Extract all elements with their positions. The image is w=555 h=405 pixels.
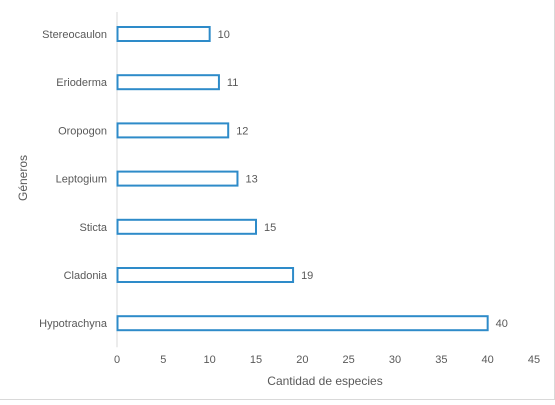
data-label: 11 — [227, 77, 238, 89]
x-tick-label: 10 — [204, 354, 216, 366]
bar-hypotrachyna — [116, 315, 489, 332]
y-axis-label: Géneros — [16, 155, 30, 201]
x-tick-labels: 0 5 10 15 20 25 30 35 40 45 — [114, 354, 540, 366]
category-label: Stereocaulon — [42, 29, 107, 41]
x-tick-label: 45 — [528, 354, 540, 366]
data-label: 12 — [236, 125, 248, 137]
category-label: Oropogon — [58, 125, 107, 137]
data-label: 40 — [496, 318, 508, 330]
bars-group — [116, 12, 489, 348]
x-tick-label: 30 — [389, 354, 401, 366]
category-label: Hypotrachyna — [39, 318, 108, 330]
data-label: 13 — [245, 174, 257, 186]
bar-stereocaulon — [116, 26, 211, 42]
data-label: 15 — [264, 222, 276, 234]
x-tick-label: 35 — [435, 354, 447, 366]
bar-leptogium — [116, 170, 239, 187]
bar-oropogon — [116, 122, 230, 139]
x-tick-label: 5 — [160, 354, 166, 366]
bar-cladonia — [116, 267, 295, 283]
category-labels: Stereocaulon Erioderma Oropogon Leptogium St… — [39, 29, 108, 330]
x-tick-label: 40 — [482, 354, 494, 366]
data-label: 19 — [301, 270, 313, 282]
category-label: Leptogium — [56, 174, 107, 186]
bar-sticta — [116, 218, 257, 235]
x-tick-label: 25 — [343, 354, 355, 366]
x-tick-label: 0 — [114, 354, 120, 366]
x-tick-label: 15 — [250, 354, 262, 366]
x-tick-label: 20 — [296, 354, 308, 366]
bar-erioderma — [116, 74, 220, 91]
data-labels: 10 11 12 13 15 19 40 — [218, 29, 508, 330]
data-label: 10 — [218, 29, 230, 41]
category-label: Cladonia — [64, 270, 108, 282]
category-label: Erioderma — [56, 77, 108, 89]
category-label: Sticta — [79, 222, 107, 234]
x-axis-label: Cantidad de especies — [267, 374, 382, 388]
